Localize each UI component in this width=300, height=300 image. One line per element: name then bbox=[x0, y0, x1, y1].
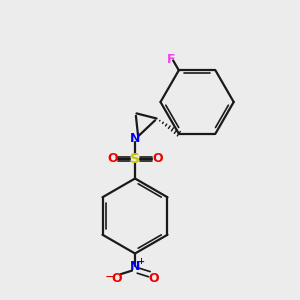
Text: N: N bbox=[130, 131, 140, 145]
Text: S: S bbox=[130, 152, 140, 166]
Text: O: O bbox=[148, 272, 159, 285]
Text: +: + bbox=[137, 257, 144, 266]
Text: −: − bbox=[105, 271, 115, 284]
Text: N: N bbox=[130, 260, 140, 274]
Text: O: O bbox=[152, 152, 163, 166]
Text: O: O bbox=[107, 152, 118, 166]
Text: O: O bbox=[111, 272, 122, 285]
Text: F: F bbox=[167, 53, 176, 66]
